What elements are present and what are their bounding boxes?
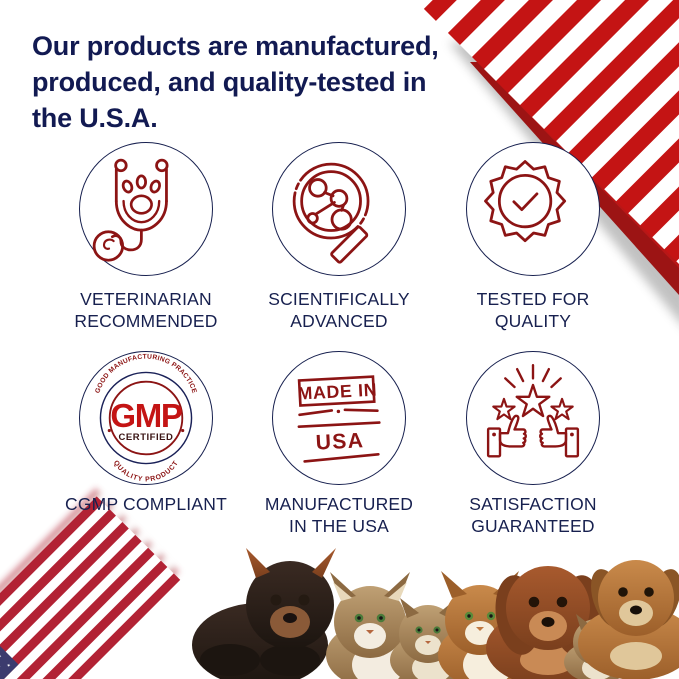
svg-text:CERTIFIED: CERTIFIED xyxy=(119,432,174,443)
svg-text:USA: USA xyxy=(315,429,365,455)
svg-text:GMP: GMP xyxy=(110,397,182,434)
svg-text:GOOD MANUFACTURING PRACTICE: GOOD MANUFACTURING PRACTICE xyxy=(94,354,197,395)
svg-text:MADE IN: MADE IN xyxy=(297,380,378,404)
